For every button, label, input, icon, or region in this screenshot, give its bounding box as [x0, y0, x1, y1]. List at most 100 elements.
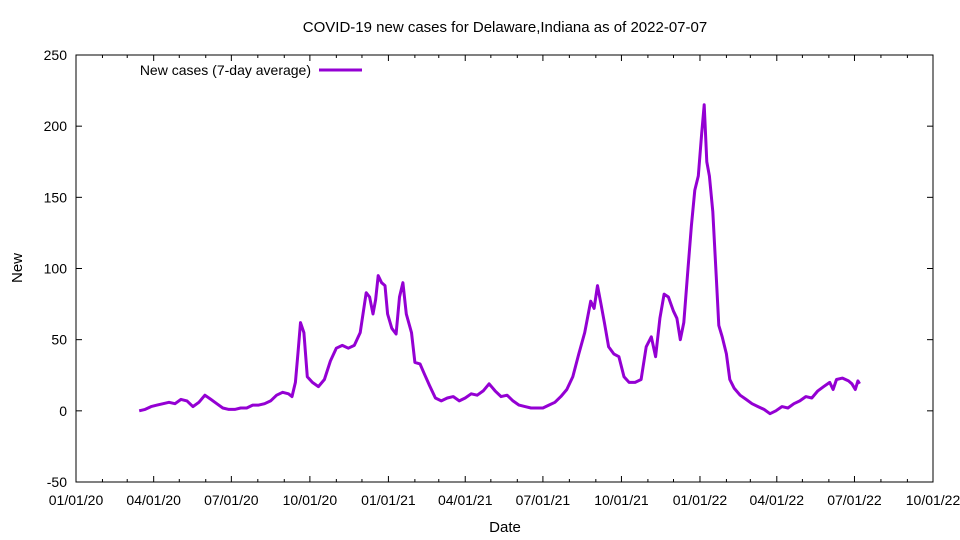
data-point [640, 378, 643, 381]
data-point [329, 360, 332, 363]
data-point [559, 395, 562, 398]
data-point [547, 404, 550, 407]
data-point [287, 392, 290, 395]
data-point [697, 175, 700, 178]
y-tick-label: 200 [44, 118, 68, 134]
data-point [488, 382, 491, 385]
data-point [672, 310, 675, 313]
x-tick-label: 04/01/21 [438, 492, 493, 508]
x-tick-label: 04/01/20 [126, 492, 181, 508]
data-point [335, 347, 338, 350]
data-point [470, 392, 473, 395]
data-point [565, 388, 568, 391]
x-tick-label: 07/01/21 [516, 492, 571, 508]
tick-labels: -50 0 50 100 150 200 250 01/01/20 04/01/20 07/01/… [44, 47, 960, 508]
data-point [623, 375, 626, 378]
data-point [645, 345, 648, 348]
data-point [506, 394, 509, 397]
data-point [612, 352, 615, 355]
data-point [458, 399, 461, 402]
x-tick-label: 07/01/22 [827, 492, 882, 508]
data-point [856, 379, 859, 382]
data-point [423, 372, 426, 375]
x-tick-label: 01/01/22 [673, 492, 728, 508]
data-point [197, 401, 200, 404]
plot-frame [75, 54, 934, 483]
data-point [405, 313, 408, 316]
data-point [138, 409, 141, 412]
data-point [368, 296, 371, 299]
x-tick-label: 04/01/22 [750, 492, 805, 508]
x-tick-label: 10/01/22 [906, 492, 960, 508]
data-point [832, 388, 835, 391]
data-point [607, 345, 610, 348]
data-point [634, 381, 637, 384]
data-point [291, 395, 294, 398]
data-point [281, 391, 284, 394]
data-point [275, 394, 278, 397]
data-point [384, 284, 387, 287]
data-point [512, 399, 515, 402]
chart-title: COVID-19 new cases for Delaware,Indiana … [303, 19, 707, 36]
data-point [757, 405, 760, 408]
data-point [786, 407, 789, 410]
x-tick-label: 10/01/20 [283, 492, 338, 508]
series-line-new-cases [138, 103, 861, 416]
axis-ticks [75, 54, 934, 483]
data-point [650, 335, 653, 338]
data-point [180, 398, 183, 401]
data-point [215, 402, 218, 405]
data-point [174, 402, 177, 405]
data-point [317, 385, 320, 388]
data-point [804, 395, 807, 398]
data-point [792, 402, 795, 405]
data-point [341, 344, 344, 347]
data-point [296, 352, 299, 355]
data-point [751, 402, 754, 405]
data-point [850, 382, 853, 385]
data-point [419, 362, 422, 365]
data-point [401, 281, 404, 284]
y-tick-label: 100 [44, 261, 68, 277]
data-point [603, 321, 606, 324]
data-point [780, 405, 783, 408]
data-point [600, 303, 603, 306]
data-point [263, 402, 266, 405]
data-point [763, 408, 766, 411]
data-point [628, 381, 631, 384]
series-points [138, 103, 861, 415]
data-point [359, 331, 362, 334]
x-axis-label: Date [489, 519, 521, 536]
data-point [822, 385, 825, 388]
data-point [745, 398, 748, 401]
x-tick-label: 10/01/21 [594, 492, 649, 508]
y-tick-label: 50 [51, 332, 67, 348]
data-point [828, 381, 831, 384]
data-point [464, 397, 467, 400]
data-point [577, 352, 580, 355]
data-point [835, 378, 838, 381]
data-point [847, 379, 850, 382]
data-point [353, 344, 356, 347]
data-point [518, 404, 521, 407]
data-point [858, 382, 861, 385]
data-point [617, 355, 620, 358]
data-point [679, 338, 682, 341]
data-point [500, 395, 503, 398]
data-point [347, 347, 350, 350]
data-point [703, 103, 706, 106]
data-point [733, 387, 736, 390]
data-point [705, 160, 708, 163]
data-point [725, 352, 728, 355]
data-point [156, 404, 159, 407]
data-point [221, 407, 224, 410]
legend-label: New cases (7-day average) [140, 62, 311, 78]
data-point [708, 175, 711, 178]
data-point [410, 331, 413, 334]
data-point [452, 395, 455, 398]
data-point [440, 399, 443, 402]
data-point [306, 375, 309, 378]
data-point [541, 407, 544, 410]
data-point [227, 408, 230, 411]
x-tick-label: 07/01/20 [204, 492, 259, 508]
